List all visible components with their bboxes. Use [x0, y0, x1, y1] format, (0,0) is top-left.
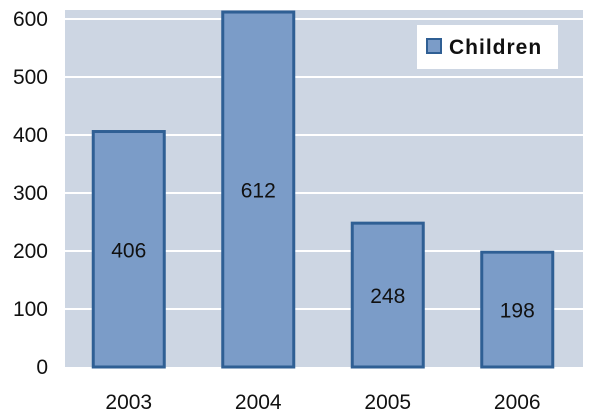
x-tick-label: 2003	[105, 391, 152, 414]
data-label-2006: 198	[500, 300, 535, 323]
y-tick-label: 600	[13, 8, 48, 31]
bar-2003	[91, 130, 166, 369]
x-axis-tick-labels: 2003 2004 2005 2006	[105, 391, 540, 414]
y-axis-tick-labels: 0 100 200 300 400 500 600	[13, 8, 48, 379]
legend-label: Children	[449, 36, 542, 59]
bar-2006	[480, 250, 555, 369]
legend-swatch	[426, 38, 442, 54]
data-label-2004: 612	[241, 180, 276, 203]
x-tick-label: 2004	[235, 391, 282, 414]
y-tick-label: 0	[36, 356, 48, 379]
x-tick-label: 2006	[494, 391, 541, 414]
x-tick-label: 2005	[364, 391, 411, 414]
bar-2004	[221, 10, 296, 369]
bars: 406 612 248 198	[91, 10, 555, 369]
y-tick-label: 400	[13, 124, 48, 147]
bar-2005	[350, 221, 425, 369]
y-tick-label: 500	[13, 66, 48, 89]
y-tick-label: 100	[13, 298, 48, 321]
y-tick-label: 200	[13, 240, 48, 263]
y-tick-label: 300	[13, 182, 48, 205]
data-label-2005: 248	[370, 285, 405, 308]
data-label-2003: 406	[111, 239, 146, 262]
legend: Children	[417, 25, 558, 69]
